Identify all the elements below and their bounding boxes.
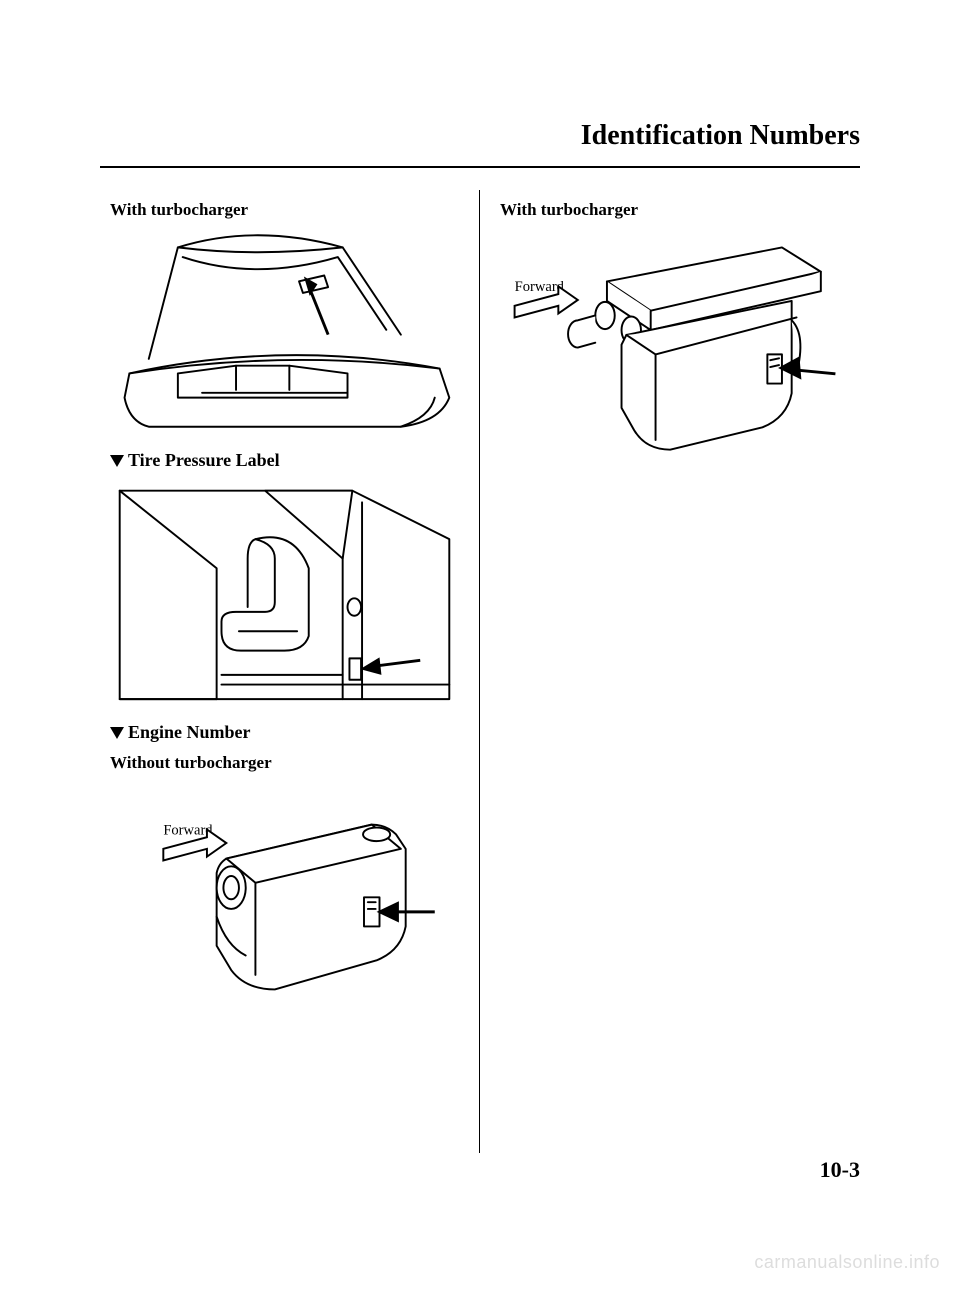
sub-engine-number-label: Engine Number: [128, 722, 251, 742]
left-column: With turbocharger: [100, 190, 480, 1153]
down-triangle-icon: [110, 455, 124, 467]
watermark: carmanualsonline.info: [754, 1252, 940, 1273]
sub-engine-number: Engine Number: [110, 722, 459, 743]
engine-na-svg: Forward: [110, 781, 459, 1004]
fig3-caption: Without turbocharger: [110, 753, 459, 773]
fig-door-jamb: [110, 481, 459, 704]
door-jamb-svg: [110, 481, 459, 704]
engine-turbo-svg: Forward: [500, 228, 850, 461]
down-triangle-icon: [110, 727, 124, 739]
forward-label: Forward: [515, 279, 565, 295]
open-hood-svg: [110, 228, 459, 432]
sub-tire-pressure-label: Tire Pressure Label: [128, 450, 280, 470]
fig4-caption: With turbocharger: [500, 200, 850, 220]
fig1-caption: With turbocharger: [110, 200, 459, 220]
fig-engine-turbo: Forward: [500, 228, 850, 461]
chapter-title: Identification Numbers: [100, 120, 860, 160]
sub-tire-pressure: Tire Pressure Label: [110, 450, 459, 471]
header-rule: [100, 166, 860, 168]
fig-engine-na: Forward: [110, 781, 459, 1004]
right-column: With turbocharger Forward: [480, 190, 860, 1153]
fig-open-hood: [110, 228, 459, 432]
page-number: 10-3: [820, 1157, 860, 1183]
forward-label: Forward: [163, 822, 213, 838]
page-header: Identification Numbers: [100, 120, 860, 168]
page: Identification Numbers With turbocharger: [0, 0, 960, 1293]
content-columns: With turbocharger: [100, 190, 860, 1153]
